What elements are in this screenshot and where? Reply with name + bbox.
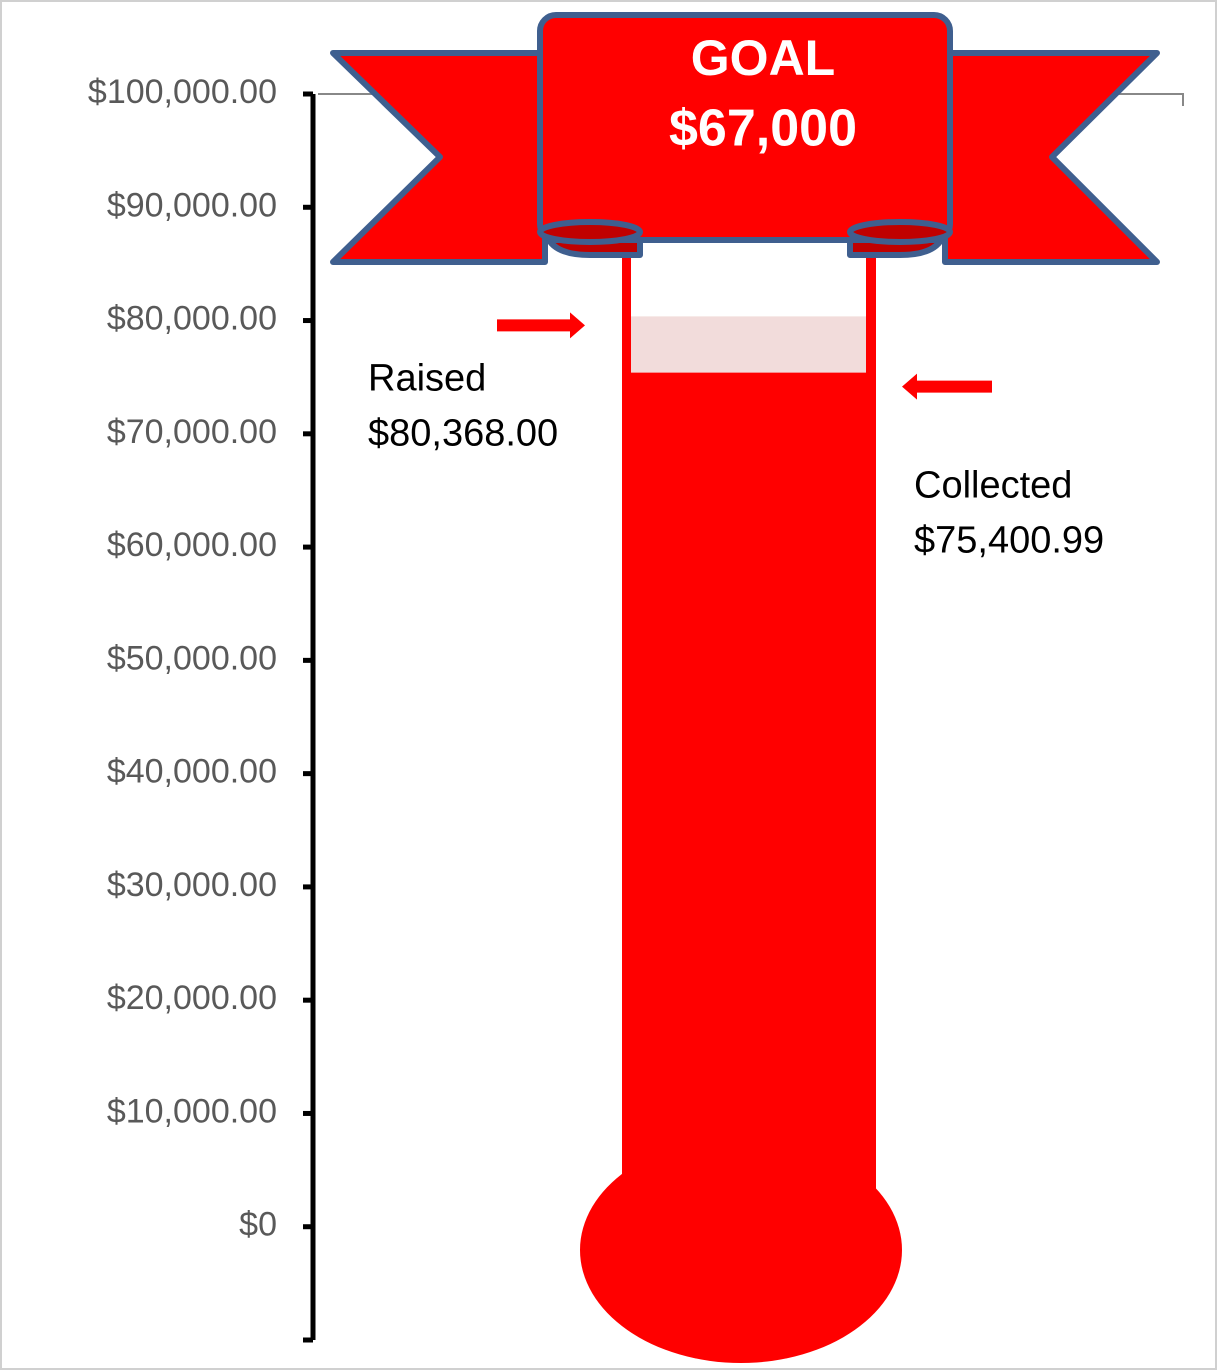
banner-tail <box>942 50 1160 265</box>
y-tick-label: $40,000.00 <box>107 753 277 791</box>
y-tick-label: $30,000.00 <box>107 866 277 904</box>
legend-label: Collected <box>914 465 1072 507</box>
y-tick-label: $90,000.00 <box>107 186 277 224</box>
y-tick-label: $100,000.00 <box>88 73 277 111</box>
data-label: $75,400.99 <box>914 520 1104 562</box>
y-tick-label: $70,000.00 <box>107 413 277 451</box>
bulb <box>580 1137 902 1363</box>
arrow <box>497 312 585 339</box>
y-tick-label: $80,000.00 <box>107 300 277 338</box>
y-tick-label: $10,000.00 <box>107 1092 277 1130</box>
arrow <box>902 373 992 400</box>
goal-title: GOAL <box>691 30 835 86</box>
y-tick-label: $60,000.00 <box>107 526 277 564</box>
y-tick-label: $50,000.00 <box>107 639 277 677</box>
banner-fold <box>847 219 953 245</box>
y-tick-label: $0 <box>239 1206 277 1244</box>
data-label: $80,368.00 <box>368 412 558 454</box>
banner-tail <box>330 50 548 265</box>
bar <box>622 372 876 1227</box>
y-tick-label: $20,000.00 <box>107 979 277 1017</box>
legend-label: Raised <box>368 357 486 399</box>
banner-center <box>537 12 953 243</box>
banner-fold <box>537 219 643 245</box>
goal-value: $67,000 <box>669 100 857 158</box>
goal-banner: GOAL $67,000 <box>330 12 1160 265</box>
